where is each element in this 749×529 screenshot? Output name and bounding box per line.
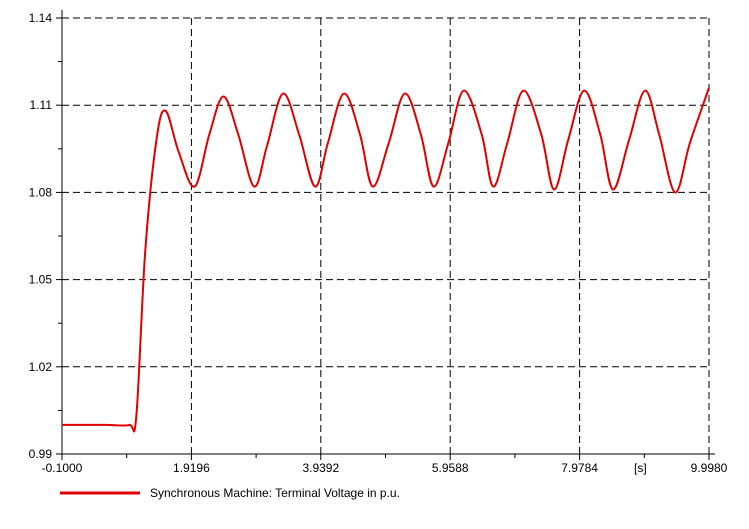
y-tick-label: 1.05	[29, 273, 53, 287]
axes	[61, 10, 715, 455]
y-tick-label: 1.11	[30, 98, 53, 112]
series-layer	[61, 87, 710, 433]
ticks: -0.1000 1.9196 3.9392 5.9588 7.9784 9.9980 0.9…	[29, 11, 728, 475]
y-tick-label: 1.14	[29, 11, 53, 25]
x-tick-label: 1.9196	[173, 461, 210, 475]
y-tick-label: 1.02	[29, 360, 53, 374]
legend: Synchronous Machine: Terminal Voltage in…	[60, 486, 400, 500]
y-tick-label: 0.99	[29, 447, 53, 461]
y-tick-label: 1.08	[29, 185, 53, 199]
x-tick-label: 9.9980	[691, 461, 728, 475]
x-tick-label: 3.9392	[302, 461, 339, 475]
x-tick-label: -0.1000	[42, 461, 83, 475]
x-unit-label: [s]	[634, 461, 647, 475]
x-tick-label: 5.9588	[432, 461, 469, 475]
grid	[62, 17, 710, 454]
series-line	[61, 87, 710, 433]
x-tick-label: 7.9784	[561, 461, 598, 475]
legend-label: Synchronous Machine: Terminal Voltage in…	[150, 486, 400, 500]
